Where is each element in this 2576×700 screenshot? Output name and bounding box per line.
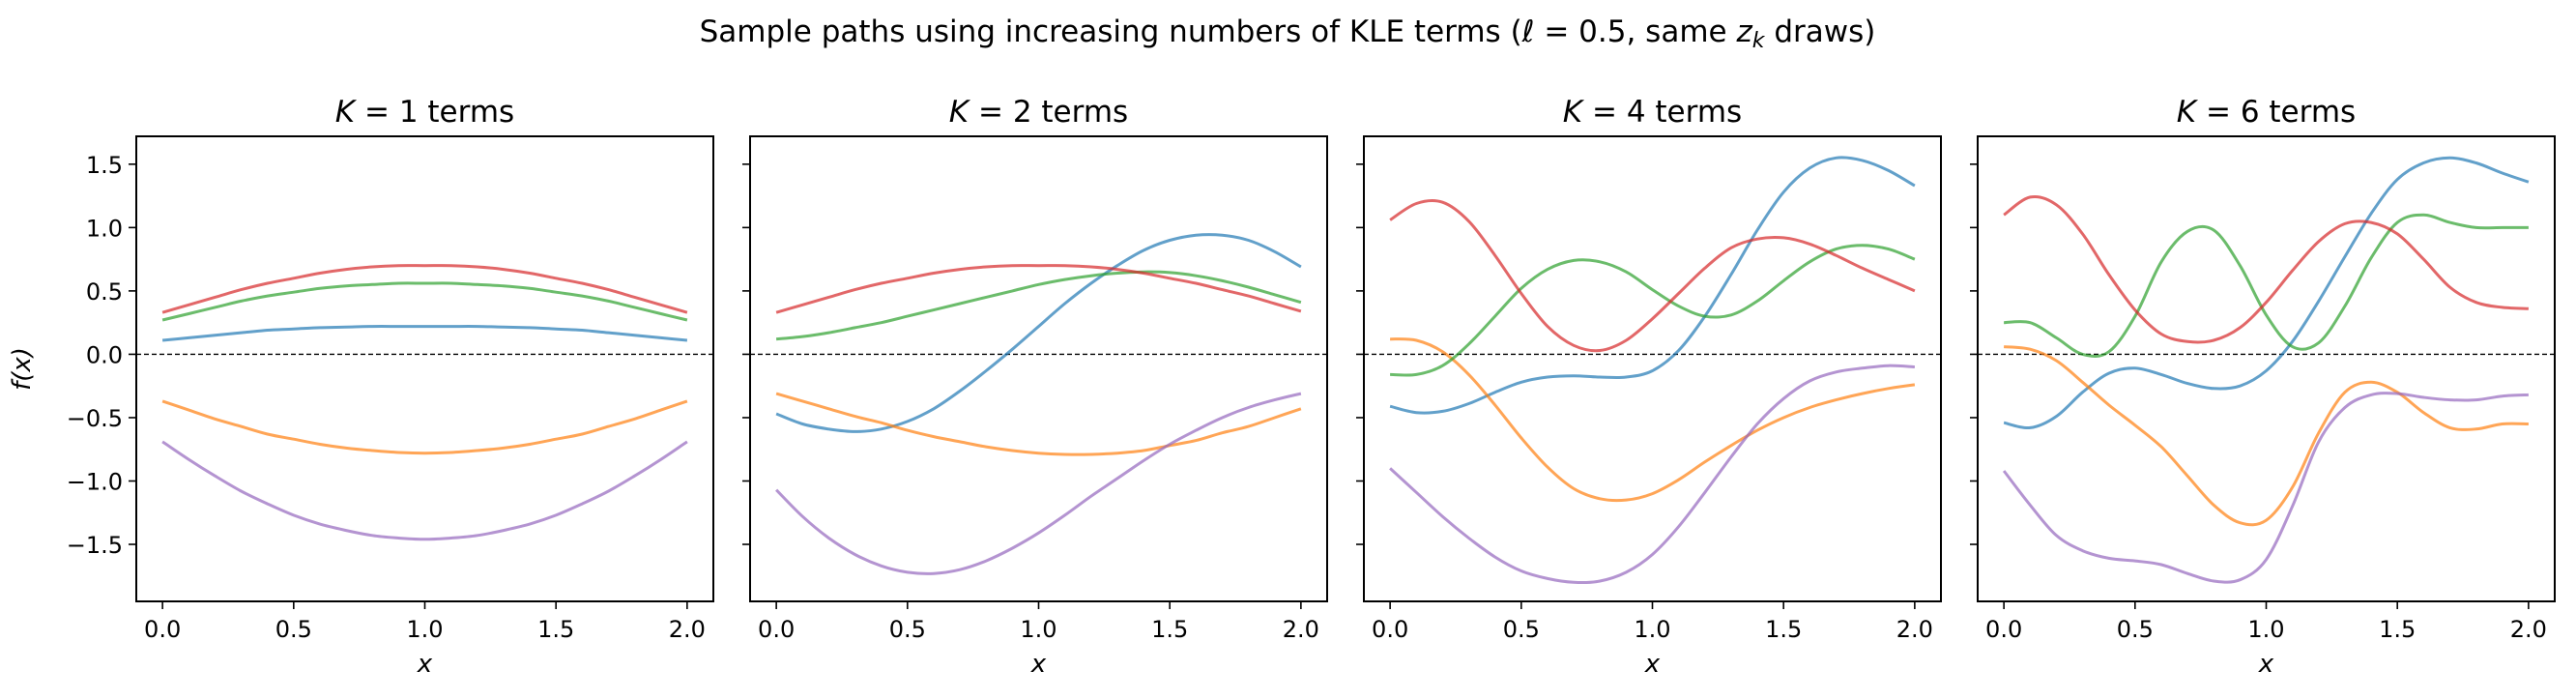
x-tick-label: 0.0 xyxy=(1372,616,1408,643)
x-tick-label: 0.5 xyxy=(1503,616,1540,643)
x-tick-label: 1.0 xyxy=(406,616,443,643)
series-line-sample-4 xyxy=(2003,194,2529,344)
x-tick-label: 1.0 xyxy=(1634,616,1670,643)
series-line-sample-3 xyxy=(2004,213,2529,358)
series-line-sample-4 xyxy=(161,264,688,314)
series-line-sample-1 xyxy=(161,325,688,342)
series-line-sample-3 xyxy=(775,270,1302,341)
y-axis-label: f(x) xyxy=(8,347,37,391)
series-line-sample-5 xyxy=(775,392,1302,575)
x-tick-label: 0.0 xyxy=(144,616,181,643)
subplot-2: K = 2 terms 0.0 0.5 1.0 1.5 2.0 x xyxy=(742,95,1328,679)
x-axis-label: x xyxy=(1030,650,1047,679)
series-line-sample-1 xyxy=(775,233,1302,433)
x-axis-label: x xyxy=(417,650,433,679)
subplot-4: K = 6 terms 0.0 0.5 1.0 1.5 2.0 x xyxy=(1970,95,2556,679)
subplot-title: K = 1 terms xyxy=(335,95,514,130)
x-tick-label: 0.5 xyxy=(2117,616,2154,643)
axes-frame xyxy=(1977,135,2556,602)
x-tick-label: 2.0 xyxy=(669,616,706,643)
x-tick-label: 1.5 xyxy=(2379,616,2416,643)
subplot-title: K = 6 terms xyxy=(2177,95,2356,130)
subplot-1: K = 1 terms 0.0 0.5 1.0 1.5 2.0 −1.5 −1.0 −0.5 0.… xyxy=(8,95,714,679)
figure-suptitle: Sample paths using increasing numbers of… xyxy=(700,15,1876,53)
series-line-sample-1 xyxy=(2003,156,2530,430)
series-line-sample-4 xyxy=(775,264,1302,314)
series-line-sample-2 xyxy=(775,392,1302,456)
x-axis-label: x xyxy=(1644,650,1661,679)
series-line-sample-3 xyxy=(1390,244,1916,377)
x-tick-label: 0.5 xyxy=(275,616,312,643)
x-axis-label: x xyxy=(2258,650,2274,679)
x-tick-label: 2.0 xyxy=(1283,616,1319,643)
series-line-sample-4 xyxy=(1389,198,1916,353)
series-line-sample-2 xyxy=(161,399,688,455)
y-tick-label: 0.0 xyxy=(86,341,123,368)
subplot-3: K = 4 terms 0.0 0.5 1.0 1.5 2.0 x xyxy=(1356,95,1942,679)
x-tick-label: 0.0 xyxy=(1985,616,2022,643)
series-line-sample-3 xyxy=(161,281,688,322)
x-tick-label: 1.5 xyxy=(1151,616,1188,643)
series-line-sample-5 xyxy=(2002,392,2529,584)
y-tick-label: −0.5 xyxy=(67,405,123,432)
x-tick-label: 1.5 xyxy=(1765,616,1802,643)
y-tick-label: 1.0 xyxy=(86,215,123,242)
y-tick-label: 0.5 xyxy=(86,278,123,306)
x-tick-label: 1.5 xyxy=(537,616,574,643)
y-tick-label: −1.5 xyxy=(67,532,123,559)
y-tick-label: 1.5 xyxy=(86,152,123,179)
subplot-title: K = 2 terms xyxy=(949,95,1128,130)
series-line-sample-2 xyxy=(2003,345,2529,527)
x-tick-label: 0.0 xyxy=(758,616,795,643)
x-tick-label: 1.0 xyxy=(1020,616,1056,643)
series-line-sample-5 xyxy=(161,440,688,541)
x-tick-label: 0.5 xyxy=(889,616,926,643)
x-tick-label: 2.0 xyxy=(2510,616,2547,643)
axes-frame xyxy=(135,135,714,602)
x-tick-label: 2.0 xyxy=(1896,616,1933,643)
subplot-title: K = 4 terms xyxy=(1563,95,1742,130)
y-tick-label: −1.0 xyxy=(67,468,123,495)
series-line-sample-2 xyxy=(1390,337,1916,503)
series-line-sample-5 xyxy=(1389,364,1915,585)
series-line-sample-1 xyxy=(1389,156,1916,415)
x-tick-label: 1.0 xyxy=(2247,616,2284,643)
